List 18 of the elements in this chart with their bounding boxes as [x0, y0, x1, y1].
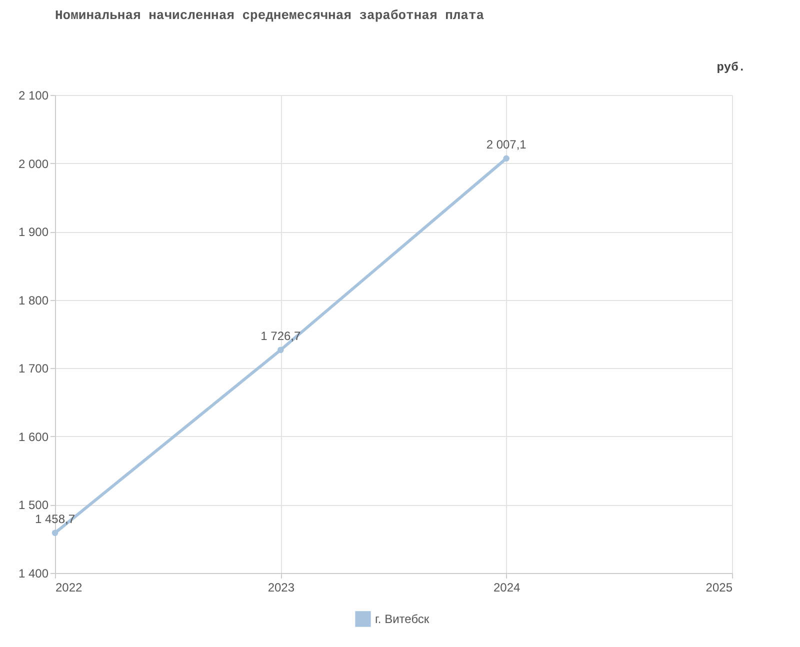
- y-tick-label: 1 400: [18, 566, 49, 580]
- y-tick-label: 1 900: [18, 225, 49, 240]
- x-tick-label: 2023: [268, 580, 295, 594]
- x-tick-label: 2022: [56, 580, 83, 594]
- y-tick-label: 2 000: [18, 156, 49, 171]
- legend-label: г. Витебск: [375, 612, 430, 626]
- chart-title: Номинальная начисленная среднемесячная заработная плата: [55, 8, 484, 23]
- y-tick-label: 1 700: [18, 362, 49, 376]
- data-label: 2 007,1: [486, 137, 527, 152]
- y-tick-label: 1 600: [18, 430, 49, 444]
- x-tick-label: 2024: [493, 580, 521, 594]
- x-tick-label: 2025: [706, 580, 733, 594]
- y-tick-label: 1 800: [18, 293, 49, 308]
- y-tick-label: 2 100: [18, 88, 49, 102]
- data-label: 1 726,7: [260, 328, 302, 343]
- y-axis-title: руб.: [716, 60, 746, 74]
- data-label: 1 458,7: [34, 512, 76, 526]
- y-tick-label: 1 500: [18, 498, 49, 512]
